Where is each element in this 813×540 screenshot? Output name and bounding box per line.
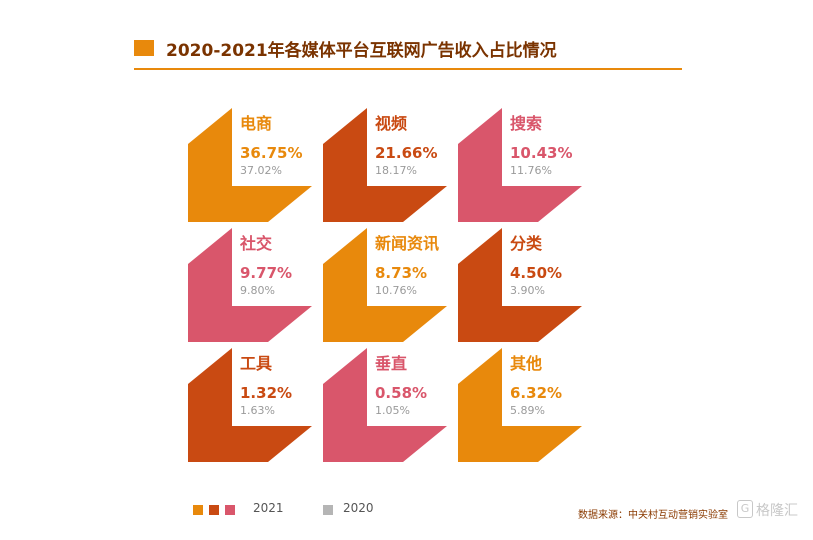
tile-4: 社交 9.77% 9.80% bbox=[188, 228, 312, 352]
tile-6: 分类 4.50% 3.90% bbox=[458, 228, 582, 352]
value-2021: 6.32% bbox=[510, 384, 563, 402]
tile-chevron bbox=[188, 228, 312, 342]
value-2020: 10.76% bbox=[375, 284, 417, 297]
value-2021: 21.66% bbox=[375, 144, 438, 162]
category-label: 搜索 bbox=[510, 114, 543, 133]
value-2021: 4.50% bbox=[510, 264, 563, 282]
tile-shape bbox=[323, 108, 447, 222]
legend-label-2020: 2020 bbox=[343, 501, 374, 515]
category-label: 电商 bbox=[240, 114, 273, 133]
tile-8: 垂直 0.58% 1.05% bbox=[323, 348, 447, 472]
value-2021: 1.32% bbox=[240, 384, 293, 402]
tile-chevron bbox=[323, 228, 447, 342]
legend-swatch-2020 bbox=[323, 505, 333, 515]
legend-swatch-2021-dark-orange bbox=[209, 505, 219, 515]
legend-swatch-2021-pink bbox=[225, 505, 235, 515]
value-2020: 5.89% bbox=[510, 404, 545, 417]
watermark-logo-icon: G bbox=[737, 500, 753, 518]
tile-9: 其他 6.32% 5.89% bbox=[458, 348, 582, 472]
tile-shape bbox=[458, 228, 582, 342]
tile-chevron bbox=[323, 348, 447, 462]
chart-title: 2020-2021年各媒体平台互联网广告收入占比情况 bbox=[166, 41, 557, 61]
category-label: 垂直 bbox=[375, 354, 408, 373]
tile-chevron bbox=[188, 348, 312, 462]
value-2020: 3.90% bbox=[510, 284, 545, 297]
category-label: 视频 bbox=[375, 114, 408, 133]
title-bar: 2020-2021年各媒体平台互联网广告收入占比情况 bbox=[134, 36, 682, 70]
tile-chevron bbox=[458, 348, 582, 462]
value-2020: 18.17% bbox=[375, 164, 417, 177]
legend-swatch-2021-orange bbox=[193, 505, 203, 515]
tile-shape bbox=[188, 348, 312, 462]
category-label: 分类 bbox=[510, 234, 543, 253]
category-label: 工具 bbox=[240, 354, 273, 373]
tile-shape bbox=[458, 108, 582, 222]
tile-chevron bbox=[458, 228, 582, 342]
tile-shape bbox=[188, 228, 312, 342]
tile-chevron bbox=[323, 108, 447, 222]
tile-shape bbox=[323, 228, 447, 342]
category-label: 其他 bbox=[510, 354, 543, 373]
value-2020: 11.76% bbox=[510, 164, 552, 177]
tile-shape bbox=[323, 348, 447, 462]
value-2021: 8.73% bbox=[375, 264, 428, 282]
tile-5: 新闻资讯 8.73% 10.76% bbox=[323, 228, 447, 352]
tile-7: 工具 1.32% 1.63% bbox=[188, 348, 312, 472]
tile-chevron bbox=[188, 108, 312, 222]
tile-3: 搜索 10.43% 11.76% bbox=[458, 108, 582, 232]
legend-label-2021: 2021 bbox=[253, 501, 284, 515]
source-note: 数据来源：中关村互动营销实验室 bbox=[578, 510, 728, 521]
tile-1: 电商 36.75% 37.02% bbox=[188, 108, 312, 232]
value-2020: 9.80% bbox=[240, 284, 275, 297]
value-2021: 36.75% bbox=[240, 144, 303, 162]
value-2020: 1.63% bbox=[240, 404, 275, 417]
value-2021: 9.77% bbox=[240, 264, 293, 282]
category-label: 社交 bbox=[240, 234, 273, 253]
tile-chevron bbox=[458, 108, 582, 222]
value-2021: 10.43% bbox=[510, 144, 573, 162]
category-label: 新闻资讯 bbox=[375, 234, 440, 253]
value-2020: 1.05% bbox=[375, 404, 410, 417]
tile-2: 视频 21.66% 18.17% bbox=[323, 108, 447, 232]
watermark-text: 格隆汇 bbox=[756, 503, 798, 519]
tile-shape bbox=[458, 348, 582, 462]
value-2021: 0.58% bbox=[375, 384, 428, 402]
title-marker bbox=[134, 40, 154, 56]
legend: 2021 2020 bbox=[193, 500, 413, 520]
value-2020: 37.02% bbox=[240, 164, 282, 177]
tile-shape bbox=[188, 108, 312, 222]
